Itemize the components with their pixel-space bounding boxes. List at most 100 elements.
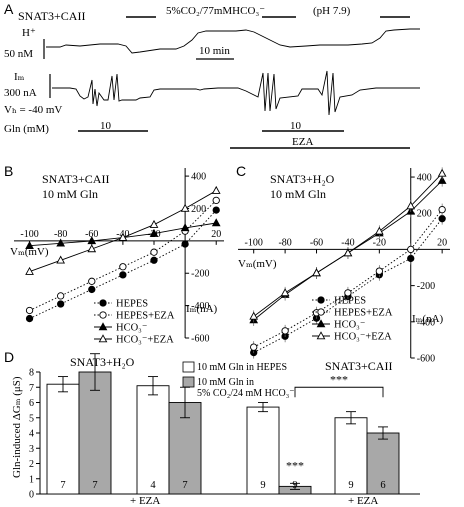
panel-c-xlabel: Vₘ(mV) bbox=[238, 258, 277, 270]
legend-marker bbox=[316, 319, 326, 328]
data-point bbox=[437, 168, 447, 177]
legend-marker bbox=[317, 308, 325, 316]
eza-label: EZA bbox=[292, 136, 313, 148]
panel-d-eza-right: + EZA bbox=[348, 495, 378, 507]
n-label: 7 bbox=[60, 480, 65, 491]
panel-b-title: SNAT3+CAII bbox=[42, 172, 109, 186]
panel-d-eza-left: + EZA bbox=[130, 495, 160, 507]
legend-co2-2: 5% CO₂/24 mM HCO₃⁻ bbox=[197, 388, 295, 399]
legend-marker bbox=[317, 296, 325, 304]
data-point bbox=[181, 240, 189, 248]
panel-c-ylabel: Iₘ(nA) bbox=[412, 313, 444, 325]
data-point bbox=[407, 245, 415, 254]
data-point bbox=[438, 215, 446, 223]
im-label: Iₘ bbox=[14, 71, 25, 83]
legend-marker bbox=[316, 331, 326, 340]
n-label: 9 bbox=[260, 480, 265, 491]
data-point bbox=[343, 248, 353, 257]
data-point bbox=[374, 226, 384, 235]
data-point bbox=[344, 289, 352, 297]
legend-label: HCO₃⁻+EZA bbox=[116, 335, 174, 346]
n-label: 9 bbox=[292, 480, 297, 491]
y-tick-label: -200 bbox=[191, 269, 209, 280]
data-point bbox=[406, 201, 416, 210]
im-scale-label: 300 nA bbox=[4, 87, 37, 99]
panel-b-chart: B SNAT3+CAII 10 mM Gln Vₘ(mV) Iₘ(nA) -10… bbox=[4, 163, 224, 346]
data-point bbox=[88, 277, 96, 285]
panel-d-ylabel: Gln-induced ΔGₘ (μS) bbox=[11, 376, 23, 478]
data-point bbox=[57, 300, 65, 308]
bar bbox=[246, 406, 280, 495]
data-point bbox=[211, 185, 221, 194]
n-label: 4 bbox=[150, 480, 156, 491]
legend-swatch-co2 bbox=[182, 376, 195, 388]
data-point bbox=[437, 175, 447, 184]
bar bbox=[136, 385, 170, 495]
panel-c-title: SNAT3+H₂O bbox=[270, 172, 335, 186]
data-point bbox=[25, 240, 34, 249]
x-tick-label: -80 bbox=[278, 237, 291, 248]
panel-b-letter: B bbox=[4, 163, 13, 179]
data-point bbox=[149, 228, 159, 237]
data-point bbox=[375, 267, 383, 275]
y-tick-label: 7 bbox=[29, 383, 34, 394]
data-point bbox=[212, 196, 220, 205]
y-tick-label: -600 bbox=[191, 334, 209, 345]
data-point bbox=[250, 343, 258, 351]
co2-label: 5%CO₂/77mMHCO₃⁻ bbox=[166, 5, 265, 17]
legend-label: HEPES+EZA bbox=[334, 308, 393, 319]
data-point bbox=[150, 248, 158, 256]
ph-label: (pH 7.9) bbox=[313, 5, 351, 17]
legend-label: HCO₃⁻ bbox=[116, 323, 147, 334]
legend-marker bbox=[99, 311, 107, 319]
y-tick-label: 1 bbox=[29, 474, 34, 485]
time-scale-label: 10 min bbox=[199, 45, 230, 57]
data-point bbox=[281, 327, 289, 335]
x-tick-label: 20 bbox=[211, 229, 221, 240]
data-point bbox=[56, 238, 66, 247]
data-point bbox=[119, 271, 127, 279]
data-point bbox=[407, 254, 415, 263]
data-point bbox=[312, 268, 321, 277]
data-point bbox=[87, 244, 97, 253]
data-point bbox=[212, 206, 220, 214]
data-point bbox=[56, 255, 66, 264]
y-tick-label: -400 bbox=[417, 317, 435, 328]
legend-label: HCO₃⁻ bbox=[334, 320, 365, 331]
bar bbox=[46, 383, 80, 495]
x-tick-label: -60 bbox=[310, 237, 323, 248]
y-tick-label: 400 bbox=[191, 172, 206, 183]
data-point bbox=[119, 263, 127, 271]
data-point bbox=[180, 223, 190, 232]
panel-d-letter: D bbox=[4, 349, 14, 365]
data-point bbox=[280, 288, 290, 297]
y-tick-label: 0 bbox=[29, 490, 34, 501]
x-tick-label: -100 bbox=[20, 229, 38, 240]
y-tick-label: 400 bbox=[417, 173, 432, 184]
significance-mark: *** bbox=[330, 372, 348, 386]
gln-label: Gln (mM) bbox=[4, 123, 49, 135]
data-point bbox=[87, 236, 97, 245]
data-point bbox=[150, 256, 158, 264]
legend-swatch-hepes bbox=[182, 361, 195, 373]
n-label: 7 bbox=[92, 480, 97, 491]
vh-label: Vₕ = -40 mV bbox=[4, 104, 62, 116]
panel-b-xlabel: Vₘ(mV) bbox=[10, 246, 49, 258]
panel-a: A SNAT3+CAII 5%CO₂/77mMHCO₃⁻ (pH 7.9) H⁺… bbox=[4, 1, 420, 149]
data-point bbox=[25, 306, 34, 315]
data-point bbox=[249, 311, 259, 320]
legend-label: HEPES bbox=[334, 296, 366, 307]
data-point bbox=[25, 266, 34, 275]
panel-d-title-left: SNAT3+H₂O bbox=[70, 355, 135, 369]
panel-c-letter: C bbox=[236, 163, 246, 179]
x-tick-label: 20 bbox=[437, 237, 447, 248]
panel-d-title-right: SNAT3+CAII bbox=[325, 359, 392, 373]
y-tick-label: 200 bbox=[191, 204, 206, 215]
legend-marker bbox=[98, 322, 108, 331]
data-point bbox=[180, 203, 190, 212]
legend-co2-1: 10 mM Gln in bbox=[197, 377, 254, 388]
y-tick-label: -400 bbox=[191, 301, 209, 312]
n-label: 6 bbox=[380, 480, 385, 491]
x-tick-label: -80 bbox=[54, 229, 67, 240]
